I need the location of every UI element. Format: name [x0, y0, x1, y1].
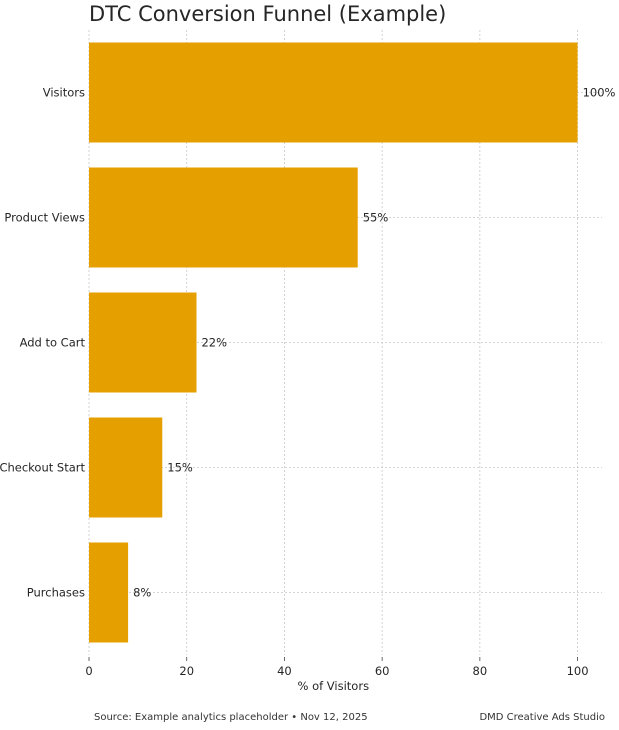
category-label: Purchases [27, 586, 85, 600]
label-layer: Visitors 100% Product Views 55% Add to Cart 2… [0, 86, 616, 600]
chart-title: DTC Conversion Funnel (Example) [89, 2, 447, 26]
footer-source: Source: Example analytics placeholder • … [94, 712, 368, 723]
category-label: Add to Cart [20, 336, 86, 350]
x-tick-label: 40 [277, 664, 292, 678]
bar-purchases [89, 542, 129, 643]
category-label: Checkout Start [0, 461, 85, 475]
bar-checkout-start [89, 417, 163, 518]
bar-add-to-cart [89, 292, 197, 393]
x-tick-label: 20 [179, 664, 194, 678]
x-tick-label: 0 [85, 664, 92, 678]
x-axis: 0 20 40 60 80 100 [85, 657, 589, 678]
category-label: Product Views [4, 211, 85, 225]
bar-chart: Visitors 100% Product Views 55% Add to Cart 2… [0, 30, 616, 693]
bar-layer [89, 42, 578, 643]
data-label: 100% [583, 86, 616, 100]
data-label: 22% [201, 336, 227, 350]
data-label: 8% [133, 586, 151, 600]
bar-visitors [89, 42, 578, 143]
x-axis-label: % of Visitors [297, 679, 369, 693]
x-tick-label: 60 [375, 664, 390, 678]
footer-brand: DMD Creative Ads Studio [479, 712, 605, 723]
bar-product-views [89, 167, 358, 268]
x-tick-label: 100 [567, 664, 589, 678]
x-tick-label: 80 [473, 664, 488, 678]
data-label: 15% [167, 461, 193, 475]
data-label: 55% [363, 211, 389, 225]
category-label: Visitors [43, 86, 85, 100]
